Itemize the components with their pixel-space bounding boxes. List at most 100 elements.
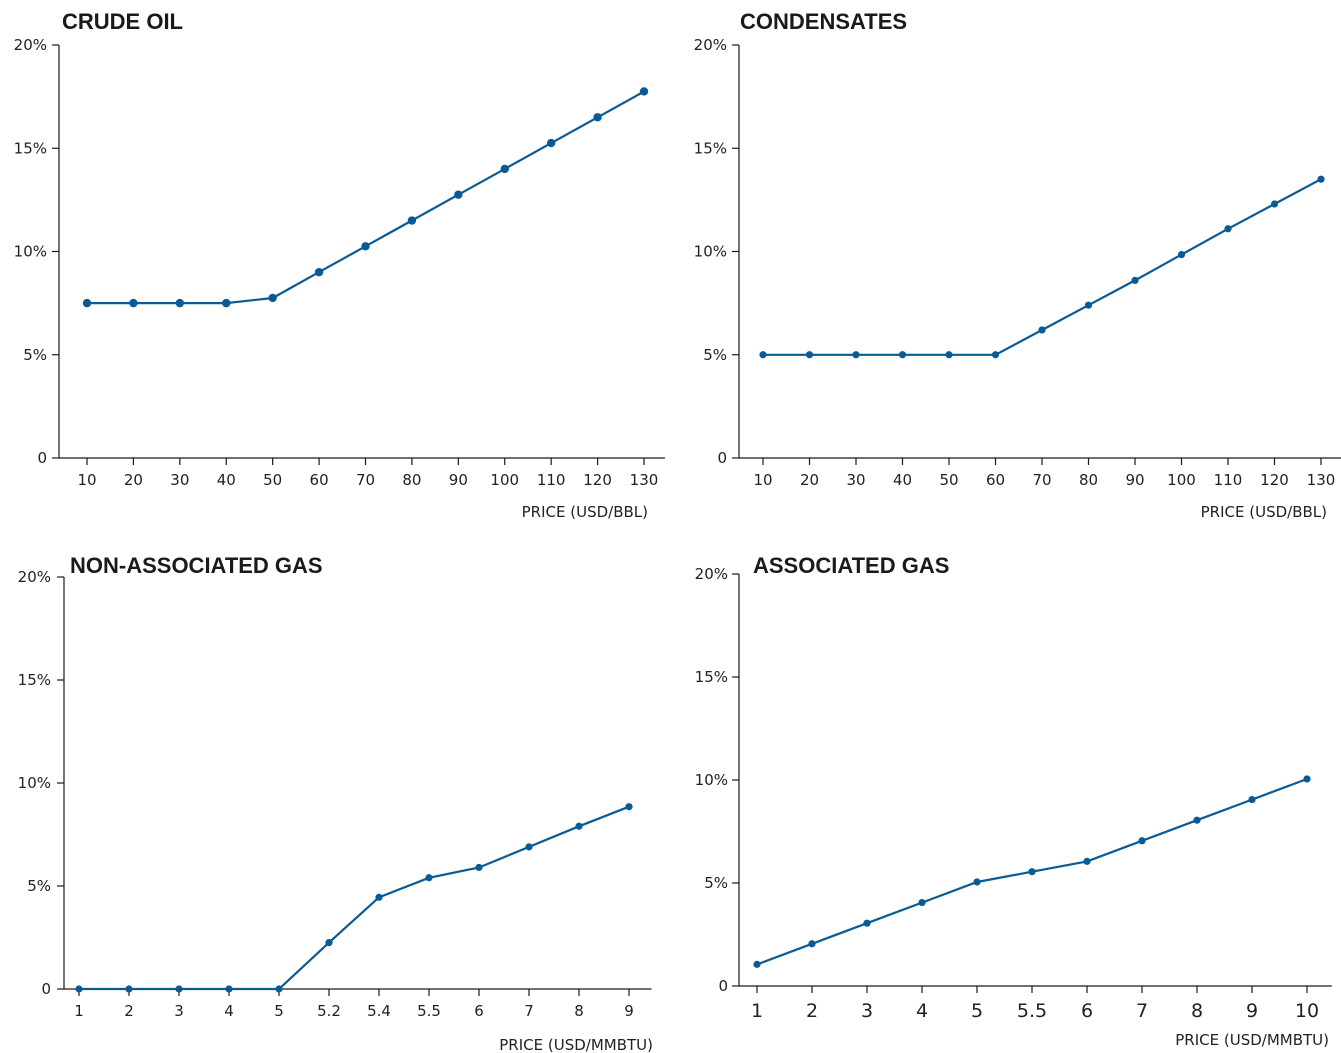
data-point: [639, 87, 649, 96]
data-point: [973, 878, 981, 886]
data-point: [863, 919, 871, 927]
data-point: [314, 267, 324, 277]
x-tick-label: 130: [630, 471, 659, 489]
y-tick-label: 0: [718, 977, 728, 995]
data-point: [1028, 868, 1036, 876]
x-axis-label: PRICE (USD/BBL): [1201, 503, 1327, 521]
data-point: [82, 298, 92, 308]
data-point: [1303, 775, 1311, 783]
series-line: [87, 90, 645, 305]
data-point: [175, 298, 185, 308]
x-tick-label: 50: [263, 471, 282, 489]
chart-condensates: CONDENSATES PRICE (USD/BBL) 0 5% 10% 15% 20%…: [694, 9, 1341, 521]
y-tick-label: 10%: [18, 774, 51, 792]
data-point: [808, 940, 816, 948]
y-tick-label: 5%: [23, 346, 47, 364]
x-tick-label: 130: [1307, 471, 1336, 489]
x-tick-label: 6: [474, 1002, 484, 1020]
x-tick-label: 1: [74, 1002, 84, 1020]
chart-title: CRUDE OIL: [62, 9, 183, 34]
chart-non-associated-gas: NON-ASSOCIATED GAS PRICE (USD/MMBTU) 0 5%…: [18, 553, 653, 1053]
data-point: [175, 985, 183, 993]
x-tick-label: 10: [753, 471, 772, 489]
y-tick-label: 5%: [704, 874, 728, 892]
x-tick-label: 80: [1079, 471, 1098, 489]
data-point: [275, 985, 283, 993]
chart-title: NON-ASSOCIATED GAS: [70, 553, 323, 578]
data-point: [225, 985, 233, 993]
x-tick-label: 20: [124, 471, 143, 489]
data-point: [222, 298, 231, 308]
y-tick-label: 10%: [14, 243, 47, 261]
y-tick-label: 5%: [703, 346, 727, 364]
data-point: [454, 190, 463, 199]
data-point: [325, 939, 333, 947]
chart-title: ASSOCIATED GAS: [753, 553, 949, 578]
x-tick-label: 4: [224, 1002, 234, 1020]
x-axis-label: PRICE (USD/MMBTU): [1175, 1031, 1329, 1049]
x-tick-label: 5.4: [367, 1002, 391, 1020]
data-point: [753, 960, 761, 968]
data-point: [425, 874, 433, 882]
data-point: [1270, 200, 1279, 208]
data-point: [268, 293, 277, 303]
x-tick-label: 80: [402, 471, 421, 489]
y-tick-label: 20%: [18, 568, 51, 586]
x-tick-label: 9: [624, 1002, 634, 1020]
x-tick-label: 60: [986, 471, 1005, 489]
x-tick-label: 40: [217, 471, 236, 489]
data-point: [525, 843, 533, 851]
y-tick-label: 0: [37, 449, 47, 467]
data-point: [361, 242, 370, 251]
x-tick-label: 5: [274, 1002, 284, 1020]
data-point: [945, 351, 953, 359]
data-point: [759, 351, 767, 359]
data-point: [129, 298, 138, 308]
x-axis-label: PRICE (USD/MMBTU): [499, 1036, 653, 1053]
x-tick-label: 30: [170, 471, 189, 489]
x-tick-label: 30: [846, 471, 865, 489]
data-point: [805, 351, 814, 359]
x-tick-label: 100: [1167, 471, 1196, 489]
data-point: [991, 351, 1000, 359]
x-tick-label: 5.5: [417, 1002, 441, 1020]
y-tick-label: 10%: [694, 243, 727, 261]
chart-crude-oil: CRUDE OIL PRICE (USD/BBL) 0 5% 10% 15% 20% 10…: [14, 9, 665, 521]
x-tick-label: 8: [574, 1002, 584, 1020]
y-tick-label: 15%: [14, 139, 47, 157]
x-tick-label: 40: [893, 471, 912, 489]
plot-area: 0 5% 10% 15% 20% 10 20 30 40 50 60 70 80 90 100 110 120 1…: [694, 36, 1341, 489]
y-tick-label: 20%: [695, 565, 728, 583]
x-tick-label: 70: [356, 471, 375, 489]
x-tick-label: 50: [939, 471, 958, 489]
y-tick-label: 20%: [14, 36, 47, 54]
x-tick-label: 90: [1125, 471, 1144, 489]
data-point: [625, 803, 633, 811]
data-point: [1317, 175, 1325, 183]
data-point: [1083, 857, 1091, 865]
y-tick-label: 10%: [695, 771, 728, 789]
x-tick-label: 60: [310, 471, 329, 489]
x-tick-label: 7: [524, 1002, 534, 1020]
data-point: [1038, 326, 1046, 334]
x-tick-label: 7: [1136, 1000, 1148, 1022]
x-tick-label: 5: [971, 1000, 983, 1022]
x-tick-label: 3: [174, 1002, 184, 1020]
x-tick-label: 110: [1214, 471, 1243, 489]
data-point: [918, 898, 926, 907]
data-point: [1248, 795, 1256, 804]
data-point: [475, 863, 483, 872]
x-tick-label: 9: [1246, 1000, 1258, 1022]
x-tick-label: 10: [1295, 1000, 1319, 1022]
x-tick-label: 90: [449, 471, 468, 489]
data-point: [375, 893, 383, 901]
plot-area: 0 5% 10% 15% 20% 1 2 3 4 5 5.2 5.4 5.5 6 7 8 9: [18, 568, 652, 1020]
y-tick-label: 0: [717, 449, 727, 467]
data-point: [898, 351, 907, 359]
x-tick-label: 1: [751, 1000, 763, 1022]
x-tick-label: 8: [1191, 1000, 1203, 1022]
data-point: [125, 985, 133, 993]
plot-area: 0 5% 10% 15% 20% 10 20 30 40 50 60 70 80 90 100 110 120 1…: [14, 36, 665, 489]
x-tick-label: 120: [583, 471, 612, 489]
